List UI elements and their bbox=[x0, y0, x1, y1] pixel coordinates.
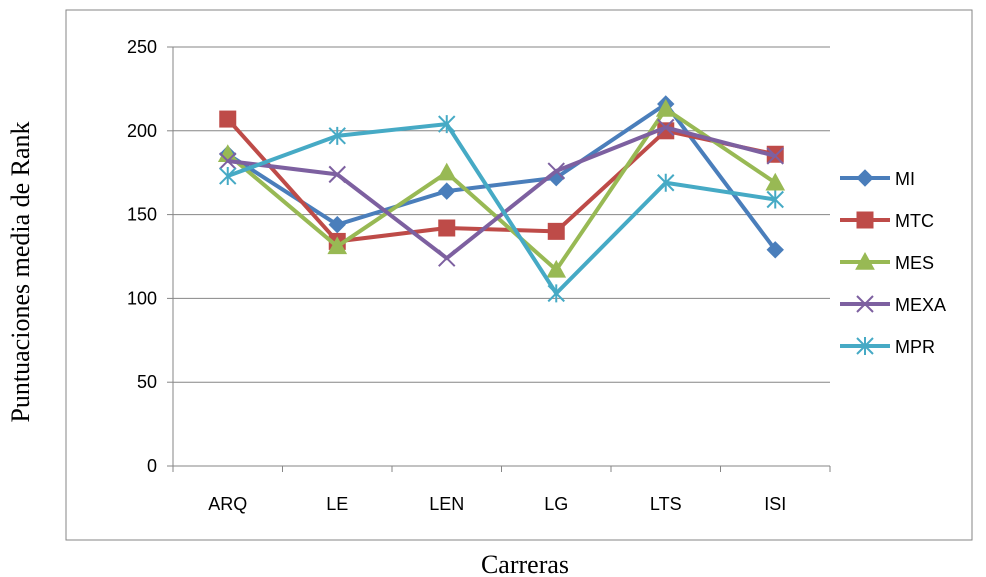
x-tick-label: LTS bbox=[650, 494, 682, 514]
series-line bbox=[227, 125, 776, 261]
data-point bbox=[766, 241, 784, 259]
data-point bbox=[328, 215, 346, 234]
x-axis-title: Carreras bbox=[481, 550, 569, 577]
series-line bbox=[226, 117, 776, 244]
data-point bbox=[765, 172, 786, 191]
data-point bbox=[547, 222, 565, 240]
data-point bbox=[438, 219, 456, 237]
legend-marker bbox=[856, 337, 874, 355]
legend-label: MES bbox=[895, 253, 934, 273]
legend-label: MTC bbox=[895, 211, 934, 231]
data-point bbox=[438, 115, 456, 134]
series-mpr bbox=[219, 115, 784, 303]
data-point bbox=[219, 167, 237, 186]
data-point bbox=[219, 152, 237, 170]
legend-item: MTC bbox=[840, 211, 934, 231]
x-tick-label: ISI bbox=[764, 494, 786, 514]
y-tick-label: 250 bbox=[127, 37, 157, 57]
data-point bbox=[436, 162, 457, 181]
legend-item: MPR bbox=[840, 337, 935, 357]
data-point bbox=[766, 190, 784, 209]
data-point bbox=[328, 126, 346, 145]
x-tick-label: LE bbox=[326, 494, 348, 514]
chart-border bbox=[65, 9, 973, 541]
data-point bbox=[328, 165, 346, 184]
axes: 0 50 100 150 200 250 ARQ LE LEN LG LTS ISI bbox=[127, 37, 831, 514]
series-group bbox=[217, 95, 786, 303]
series-mexa bbox=[219, 118, 784, 267]
series-line bbox=[226, 101, 777, 251]
y-tick-label: 100 bbox=[127, 288, 157, 308]
data-point bbox=[766, 147, 784, 165]
legend-marker bbox=[856, 169, 874, 187]
legend-label: MI bbox=[895, 169, 915, 189]
data-point bbox=[547, 162, 565, 180]
legend-item: MI bbox=[840, 169, 915, 189]
legend-marker bbox=[855, 251, 875, 270]
data-point bbox=[657, 118, 675, 137]
data-point bbox=[438, 182, 456, 200]
x-tick-label: ARQ bbox=[208, 494, 247, 514]
y-tick-label: 0 bbox=[147, 456, 157, 476]
legend-item: MEXA bbox=[840, 295, 946, 315]
legend-marker bbox=[856, 211, 874, 229]
legend-label: MPR bbox=[895, 337, 935, 357]
data-point bbox=[438, 249, 456, 267]
data-point bbox=[655, 98, 676, 117]
data-point bbox=[657, 173, 675, 192]
y-tick-label: 200 bbox=[127, 121, 157, 141]
x-tick-label: LEN bbox=[429, 494, 464, 514]
legend: MI MTC MES MEXA MPR bbox=[840, 169, 946, 357]
legend-marker bbox=[856, 295, 874, 313]
legend-item: MES bbox=[840, 251, 934, 273]
data-point bbox=[547, 284, 565, 303]
x-tick-label: LG bbox=[544, 494, 568, 514]
data-point bbox=[546, 259, 567, 278]
series-line bbox=[227, 122, 776, 296]
data-point bbox=[327, 236, 348, 255]
y-tick-label: 150 bbox=[127, 205, 157, 225]
y-tick-label: 50 bbox=[137, 372, 157, 392]
legend-label: MEXA bbox=[895, 295, 946, 315]
series-line bbox=[226, 107, 777, 272]
data-point bbox=[219, 110, 237, 128]
y-axis-title: Puntuaciones media de Rank bbox=[6, 121, 35, 422]
series-mes bbox=[217, 98, 786, 278]
